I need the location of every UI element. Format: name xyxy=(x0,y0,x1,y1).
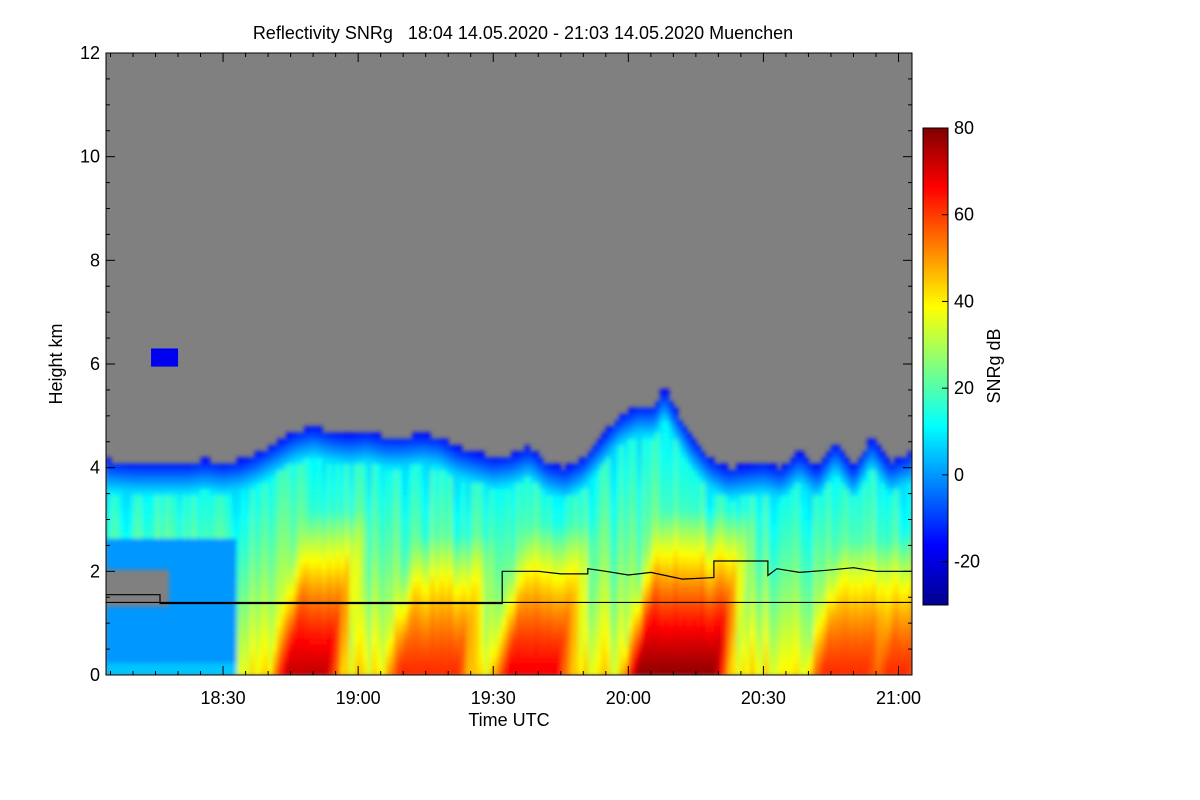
colorbar-tick-label: 80 xyxy=(954,118,974,138)
x-tick-label: 21:00 xyxy=(876,688,921,708)
colorbar-label: SNRg dB xyxy=(984,328,1004,403)
step-height-line xyxy=(106,560,912,605)
x-axis: 18:30 19:00 19:30 20:00 20:30 21:00 xyxy=(110,53,921,708)
y-tick-label: 6 xyxy=(90,354,100,374)
colorbar-tick-label: 60 xyxy=(954,205,974,225)
y-axis: 0 2 4 6 8 10 12 xyxy=(80,43,912,685)
y-tick-label: 0 xyxy=(90,665,100,685)
colorbar-tick-label: 40 xyxy=(954,291,974,311)
y-tick-label: 4 xyxy=(90,458,100,478)
colorbar-tick-label: -20 xyxy=(954,552,980,572)
y-tick-label: 10 xyxy=(80,147,100,167)
colorbar-tick-label: 20 xyxy=(954,378,974,398)
upper-cloud-patch xyxy=(151,348,179,367)
chart-title: Reflectivity SNRg 18:04 14.05.2020 - 21:… xyxy=(253,23,793,43)
colorbar-ticks: -20 0 20 40 60 80 xyxy=(942,118,980,572)
colorbar-gradient xyxy=(922,127,949,606)
colorbar: -20 0 20 40 60 80 SNRg dB xyxy=(922,118,1004,606)
x-tick-label: 19:00 xyxy=(336,688,381,708)
y-tick-label: 8 xyxy=(90,250,100,270)
x-tick-label: 18:30 xyxy=(201,688,246,708)
x-tick-label: 20:30 xyxy=(741,688,786,708)
plot-area xyxy=(105,52,913,676)
x-tick-label: 20:00 xyxy=(606,688,651,708)
y-tick-label: 12 xyxy=(80,43,100,63)
y-axis-label: Height km xyxy=(46,323,66,404)
y-tick-label: 2 xyxy=(90,561,100,581)
x-tick-label: 19:30 xyxy=(471,688,516,708)
colorbar-tick-label: 0 xyxy=(954,465,964,485)
x-axis-label: Time UTC xyxy=(468,710,549,730)
